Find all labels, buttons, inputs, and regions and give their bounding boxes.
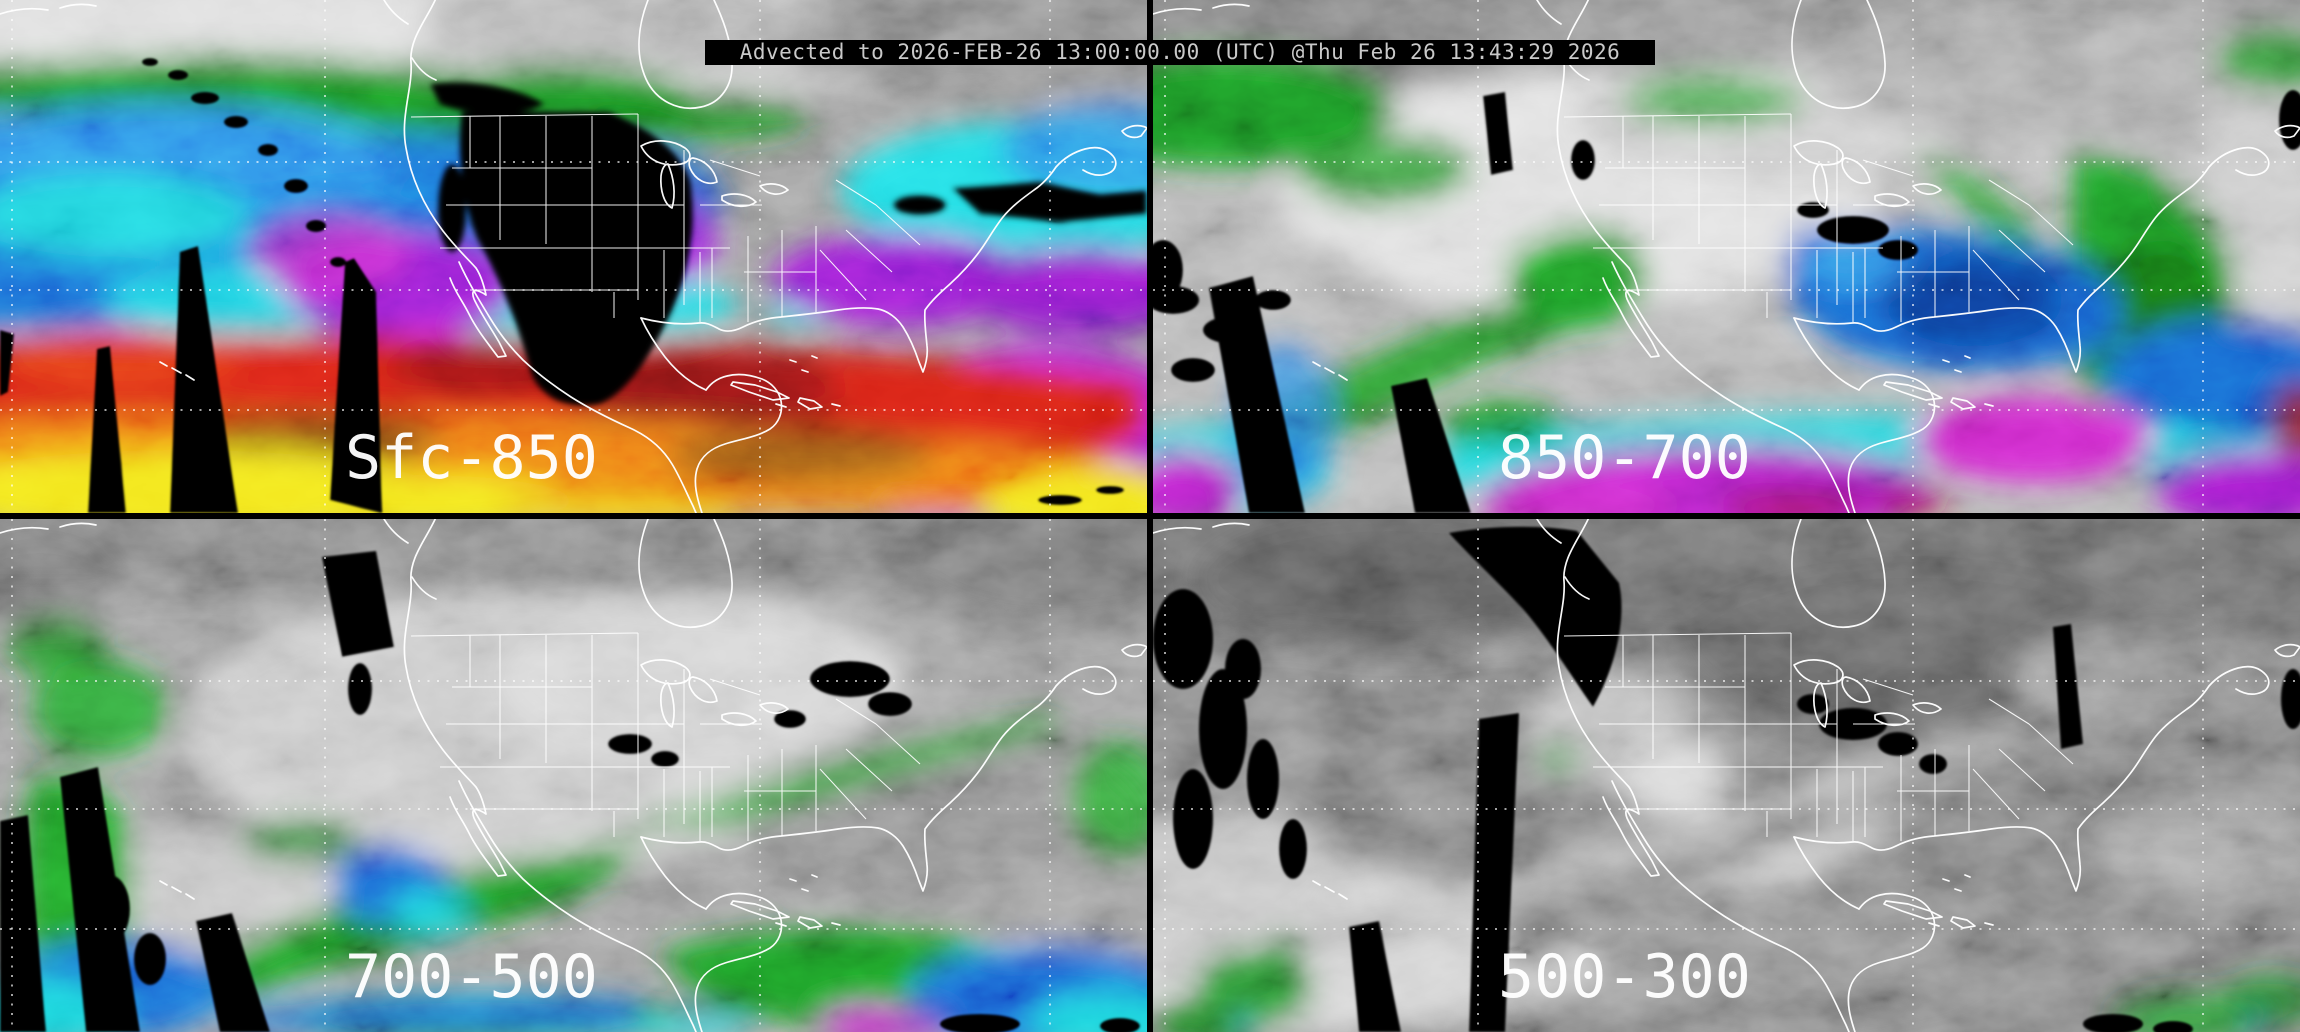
satellite-imagery-850-700 [1153,0,2300,513]
cloud-noise-texture [1153,0,2300,513]
cloud-noise-texture [1153,519,2300,1032]
panel-500-300: 500-300 [1153,519,2300,1032]
cloud-noise-texture [0,0,1147,513]
satellite-imagery-500-300 [1153,519,2300,1032]
panel-700-500: 700-500 [0,519,1147,1032]
panel-sfc-850: Sfc-850 [0,0,1147,513]
satellite-imagery-700-500 [0,519,1147,1032]
satellite-imagery-sfc-850 [0,0,1147,513]
panel-850-700: 850-700 [1153,0,2300,513]
advected-timestamp-banner: Advected to 2026-FEB-26 13:00:00.00 (UTC… [705,40,1655,65]
cloud-noise-texture [0,519,1147,1032]
